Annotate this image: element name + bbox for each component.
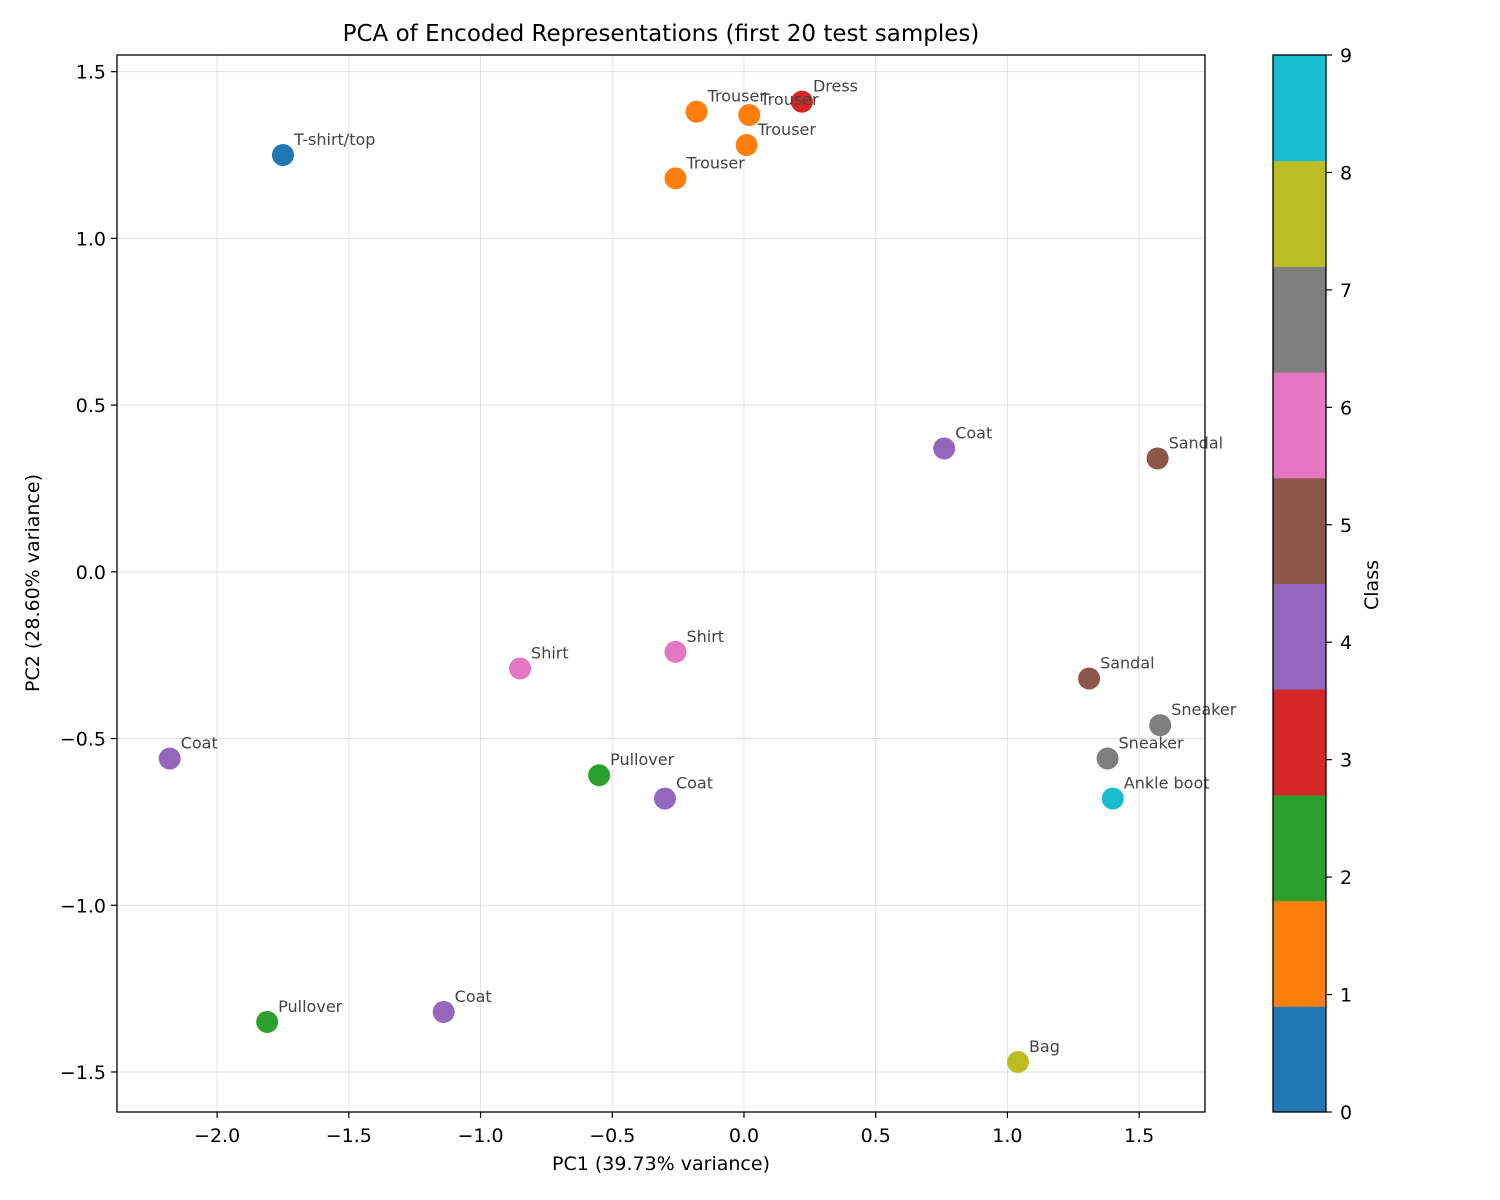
- colorbar-segment: [1273, 266, 1326, 373]
- scatter-point: [509, 657, 532, 680]
- point-label: Sandal: [1169, 433, 1224, 452]
- colorbar-tick-label: 5: [1340, 515, 1352, 537]
- y-tick-label: −1.5: [60, 1062, 106, 1084]
- x-tick-label: 1.0: [992, 1125, 1022, 1147]
- y-tick-label: 0.0: [76, 562, 106, 584]
- x-axis-title: PC1 (39.73% variance): [552, 1153, 770, 1175]
- colorbar-tick-label: 3: [1340, 750, 1352, 772]
- point-label: Coat: [455, 987, 492, 1006]
- colorbar-segment: [1273, 55, 1326, 162]
- point-label: Trouser: [685, 153, 745, 172]
- colorbar-tick-label: 7: [1340, 280, 1352, 302]
- point-label: Ankle boot: [1124, 774, 1210, 793]
- scatter-point: [933, 437, 956, 460]
- colorbar-segment: [1273, 689, 1326, 796]
- scatter-point: [685, 100, 708, 123]
- scatter-point: [1006, 1050, 1029, 1073]
- point-label: Shirt: [531, 644, 569, 663]
- point-label: Pullover: [278, 997, 343, 1016]
- point-label: Pullover: [610, 750, 675, 769]
- chart-title: PCA of Encoded Representations (first 20…: [343, 21, 980, 47]
- point-label: Dress: [813, 77, 858, 96]
- colorbar-segment: [1273, 1006, 1326, 1113]
- scatter-point: [1149, 714, 1172, 737]
- point-label: Trouser: [759, 90, 819, 109]
- point-label: Trouser: [707, 87, 767, 106]
- point-label: Coat: [955, 423, 992, 442]
- scatter-point: [653, 787, 676, 810]
- scatter-point: [1101, 787, 1124, 810]
- x-tick-label: −0.5: [589, 1125, 635, 1147]
- colorbar: [1272, 54, 1327, 1113]
- scatter-point: [158, 747, 181, 770]
- plot-frame: [116, 54, 1206, 1113]
- colorbar-tick-label: 9: [1340, 45, 1352, 67]
- scatter-point: [664, 167, 687, 190]
- colorbar-tick-label: 8: [1340, 162, 1352, 184]
- scatter-point: [1096, 747, 1119, 770]
- colorbar-ticks: 0 1 2 3 4 5 6 7 8 9: [1326, 45, 1352, 1124]
- colorbar-segment: [1273, 583, 1326, 690]
- scatter-point: [432, 1000, 455, 1023]
- scatter-point: [738, 104, 761, 127]
- point-label: Sneaker: [1171, 700, 1236, 719]
- scatter-point: [588, 764, 611, 787]
- scatter-point: [790, 90, 813, 113]
- point-label: Bag: [1029, 1037, 1060, 1056]
- colorbar-frame: [1272, 54, 1327, 1113]
- colorbar-segment: [1273, 160, 1326, 267]
- x-tick-label: −1.5: [326, 1125, 372, 1147]
- scatter-point: [1146, 447, 1169, 470]
- scatter-point: [256, 1010, 279, 1033]
- point-label: T-shirt/top: [293, 130, 375, 149]
- scatter-point: [664, 640, 687, 663]
- colorbar-segment: [1273, 794, 1326, 902]
- colorbar-title: Class: [1361, 560, 1383, 610]
- point-label: Coat: [676, 774, 713, 793]
- colorbar-tick-label: 0: [1340, 1102, 1352, 1124]
- y-axis-ticks: −1.5 −1.0 −0.5 0.0 0.5 1.0 1.5: [60, 62, 117, 1084]
- scatter-point: [735, 134, 758, 157]
- point-label: Trouser: [757, 120, 817, 139]
- point-label: Shirt: [686, 627, 724, 646]
- x-tick-label: 0.0: [729, 1125, 759, 1147]
- colorbar-segment: [1273, 477, 1326, 584]
- y-tick-label: 1.0: [76, 228, 106, 250]
- colorbar-segment: [1273, 900, 1326, 1007]
- scatter-point: [271, 144, 294, 167]
- scatter-points: [158, 90, 1172, 1073]
- grid: [117, 55, 1205, 1112]
- x-axis-ticks: −2.0 −1.5 −1.0 −0.5 0.0 0.5 1.0 1.5: [194, 1112, 1154, 1147]
- point-label: Coat: [181, 734, 218, 753]
- x-tick-label: 1.5: [1124, 1125, 1154, 1147]
- y-tick-label: −1.0: [60, 895, 106, 917]
- colorbar-tick-label: 2: [1340, 867, 1352, 889]
- point-label: Sandal: [1100, 654, 1155, 673]
- colorbar-tick-label: 1: [1340, 985, 1352, 1007]
- x-tick-label: −1.0: [457, 1125, 503, 1147]
- y-tick-label: −0.5: [60, 729, 106, 751]
- y-tick-label: 1.5: [76, 62, 106, 84]
- colorbar-tick-label: 4: [1340, 632, 1352, 654]
- x-tick-label: 0.5: [861, 1125, 891, 1147]
- scatter-point: [1078, 667, 1101, 690]
- colorbar-segment: [1273, 372, 1326, 479]
- x-tick-label: −2.0: [194, 1125, 240, 1147]
- colorbar-tick-label: 6: [1340, 397, 1352, 419]
- point-label: Sneaker: [1119, 734, 1184, 753]
- y-axis-title: PC2 (28.60% variance): [22, 474, 44, 692]
- point-labels: T-shirt/topTrouserTrouserTrouserTrouserD…: [181, 77, 1237, 1056]
- y-tick-label: 0.5: [76, 395, 106, 417]
